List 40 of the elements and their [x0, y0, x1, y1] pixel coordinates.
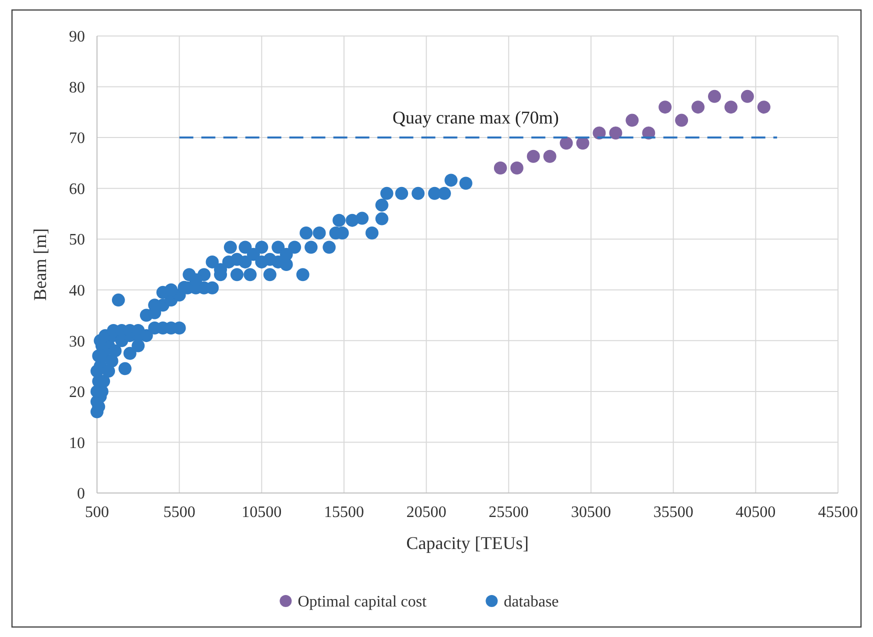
x-tick-label: 5500	[163, 504, 196, 521]
annotation: Quay crane max (70m)	[392, 108, 559, 128]
x-tick-label: 25500	[488, 504, 529, 521]
x-tick-label: 45500	[818, 504, 858, 521]
point	[526, 150, 540, 163]
y-tick-label: 20	[69, 384, 85, 402]
y-tick-label: 30	[69, 333, 85, 350]
point	[724, 100, 738, 114]
point	[576, 136, 590, 150]
point	[658, 100, 672, 114]
x-tick-label: 10500	[242, 504, 282, 521]
point	[609, 126, 622, 140]
y-tick-label: 60	[69, 180, 85, 198]
point	[740, 90, 754, 103]
x-axis-title: Capacity [TEUs]	[406, 533, 529, 553]
x-tick-label: 30500	[571, 504, 611, 521]
point	[543, 150, 556, 163]
x-tick-label: 35500	[653, 504, 694, 521]
legend-label: Optimal capital cost	[298, 594, 428, 611]
point	[692, 100, 705, 114]
x-tick-label: 40500	[736, 504, 776, 521]
point	[675, 114, 688, 127]
point	[560, 136, 573, 150]
point	[708, 90, 721, 103]
point	[757, 100, 770, 114]
y-tick-label: 70	[69, 130, 85, 148]
x-tick-label: 15500	[324, 504, 364, 521]
x-tick-label: 20500	[406, 504, 446, 521]
point	[510, 162, 524, 175]
legend-label: database	[504, 594, 559, 611]
y-tick-label: 50	[69, 232, 85, 249]
y-tick-label: 40	[69, 282, 85, 300]
point	[626, 114, 639, 127]
x-tick-label: 500	[85, 504, 109, 521]
y-tick-label: 90	[69, 28, 85, 46]
y-tick-label: 10	[69, 434, 85, 452]
y-tick-label: 0	[77, 486, 85, 503]
y-tick-label: 80	[69, 79, 85, 96]
y-axis-title: Beam [m]	[30, 228, 50, 301]
point	[494, 162, 507, 175]
